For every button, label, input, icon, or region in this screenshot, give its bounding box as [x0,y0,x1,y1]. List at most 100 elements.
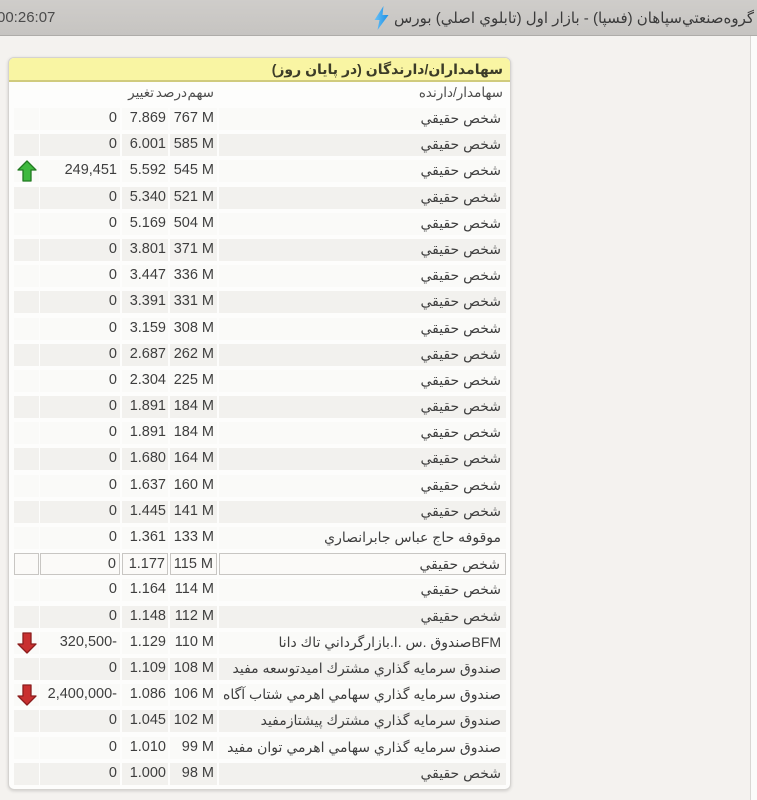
share-value: 262 M [170,343,217,366]
share-value: 141 M [170,500,217,523]
holder-name: شخص حقيقي [219,369,506,392]
table-row[interactable]: 249,451 5.592 545 M شخص حقيقي [9,158,509,184]
holder-name: شخص حقيقي [219,474,506,497]
percent-value: 5.169 [122,212,168,235]
table-row[interactable]: 0 6.001 585 M شخص حقيقي [9,132,509,158]
percent-value: 1.361 [122,527,168,549]
trend-icon-cell [14,657,39,680]
trend-icon-cell [14,684,39,707]
percent-value: 1.891 [122,422,168,445]
share-value: 99 M [170,736,217,759]
table-row[interactable]: 0 1.445 141 M شخص حقيقي [9,499,509,525]
table-row[interactable]: 0 1.177 115 M شخص حقيقي [9,551,509,577]
change-value: 0 [40,343,120,366]
change-value: -320,500 [40,631,120,654]
window-title-bar: 00:26:07 گروه‌صنعتي‌سپاهان (فسپا) - بازا… [0,0,757,36]
down-arrow-icon [16,684,37,706]
table-row[interactable]: 0 1.109 108 M صندوق سرمايه گذاري مشترك اميد… [9,656,509,682]
table-row[interactable]: 0 1.361 133 M موقوفه حاج عباس جابرانصاري [9,525,509,551]
trend-icon-cell [14,108,39,130]
table-row[interactable]: 0 1.891 184 M شخص حقيقي [9,420,509,446]
trend-icon-cell [14,291,39,314]
percent-value: 1.637 [122,474,168,497]
share-value: 336 M [170,265,217,288]
percent-value: 3.801 [122,238,168,261]
holder-name: شخص حقيقي [219,579,506,602]
table-row[interactable]: 0 1.891 184 M شخص حقيقي [9,394,509,420]
share-value: 98 M [170,762,217,785]
change-value: 0 [40,134,120,157]
change-value: 0 [40,212,120,235]
share-value: 114 M [170,579,217,602]
table-row[interactable]: 0 5.169 504 M شخص حقيقي [9,211,509,237]
trend-icon-cell [14,762,39,785]
percent-value: 7.869 [122,108,168,130]
holder-name: شخص حقيقي [219,212,506,235]
share-value: 133 M [170,527,217,549]
up-arrow-icon [16,160,37,183]
table-row[interactable]: 0 5.340 521 M شخص حقيقي [9,185,509,211]
share-value: 331 M [170,291,217,314]
table-row[interactable]: 0 3.447 336 M شخص حقيقي [9,263,509,289]
share-value: 160 M [170,474,217,497]
share-value: 112 M [170,605,217,628]
holder-name: صندوق سرمايه گذاري سهامي اهرمي توان مفيد [219,736,506,759]
trend-icon-cell [14,736,39,759]
lightning-bolt-icon [374,5,389,30]
table-row[interactable]: 0 2.304 225 M شخص حقيقي [9,368,509,394]
holder-name: شخص حقيقي [219,605,506,628]
share-value: 371 M [170,238,217,261]
change-value: 0 [40,762,120,785]
change-value: 0 [40,291,120,314]
trend-icon-cell [14,317,39,340]
table-row[interactable]: 0 2.687 262 M شخص حقيقي [9,342,509,368]
change-value: 0 [40,238,120,261]
holder-name: صندوق سرمايه گذاري مشترك اميدتوسعه مفيد [219,657,506,680]
change-value: 0 [40,186,120,209]
table-row[interactable]: 0 1.148 112 M شخص حقيقي [9,604,509,630]
change-value: -2,400,000 [40,684,120,707]
table-row[interactable]: 0 3.159 308 M شخص حقيقي [9,316,509,342]
holder-name: صندوق سرمايه گذاري مشترك پيشتازمفيد [219,710,506,733]
table-row[interactable]: 0 1.010 99 M صندوق سرمايه گذاري سهامي اهرمي… [9,735,509,761]
holder-name: شخص حقيقي [219,108,506,130]
table-row[interactable]: 0 1.164 114 M شخص حقيقي [9,577,509,603]
table-row[interactable]: 0 1.680 164 M شخص حقيقي [9,446,509,472]
trend-icon-cell [14,212,39,235]
trend-icon-cell [14,422,39,445]
down-arrow-icon [16,632,37,654]
percent-value: 1.164 [122,579,168,602]
table-row[interactable]: 0 3.391 331 M شخص حقيقي [9,289,509,315]
change-value: 0 [40,710,120,733]
table-row[interactable]: 0 3.801 371 M شخص حقيقي [9,237,509,263]
percent-value: 1.109 [122,657,168,680]
table-row[interactable]: 0 7.869 767 M شخص حقيقي [9,106,509,132]
table-row[interactable]: 0 1.045 102 M صندوق سرمايه گذاري مشترك پيشت… [9,708,509,734]
percent-value: 2.687 [122,343,168,366]
change-value: 0 [40,527,120,549]
change-value: 0 [40,657,120,680]
percent-value: 1.177 [122,553,168,576]
change-value: 0 [40,553,120,576]
share-value: 767 M [170,108,217,130]
trend-icon-cell [14,160,39,183]
share-value: 164 M [170,448,217,471]
percent-value: 1.148 [122,605,168,628]
share-value: 184 M [170,422,217,445]
table-row[interactable]: -2,400,000 1.086 106 M صندوق سرمايه گذاري س… [9,682,509,708]
table-row[interactable]: -320,500 1.129 110 M BFMصندوق .س .ا.بازارگر… [9,630,509,656]
column-header-holder: سهامدار/دارنده [418,85,503,100]
percent-value: 1.045 [122,710,168,733]
table-row[interactable]: 0 1.637 160 M شخص حقيقي [9,473,509,499]
holder-name: BFMصندوق .س .ا.بازارگرداني تاك دانا [219,631,506,654]
change-value: 249,451 [40,160,120,183]
percent-value: 1.891 [122,396,168,419]
change-value: 0 [40,448,120,471]
table-row[interactable]: 0 1.000 98 M شخص حقيقي [9,761,509,787]
trend-icon-cell [14,553,39,576]
trend-icon-cell [14,710,39,733]
percent-value: 1.086 [122,684,168,707]
change-value: 0 [40,396,120,419]
share-value: 106 M [170,684,217,707]
share-value: 545 M [170,160,217,183]
